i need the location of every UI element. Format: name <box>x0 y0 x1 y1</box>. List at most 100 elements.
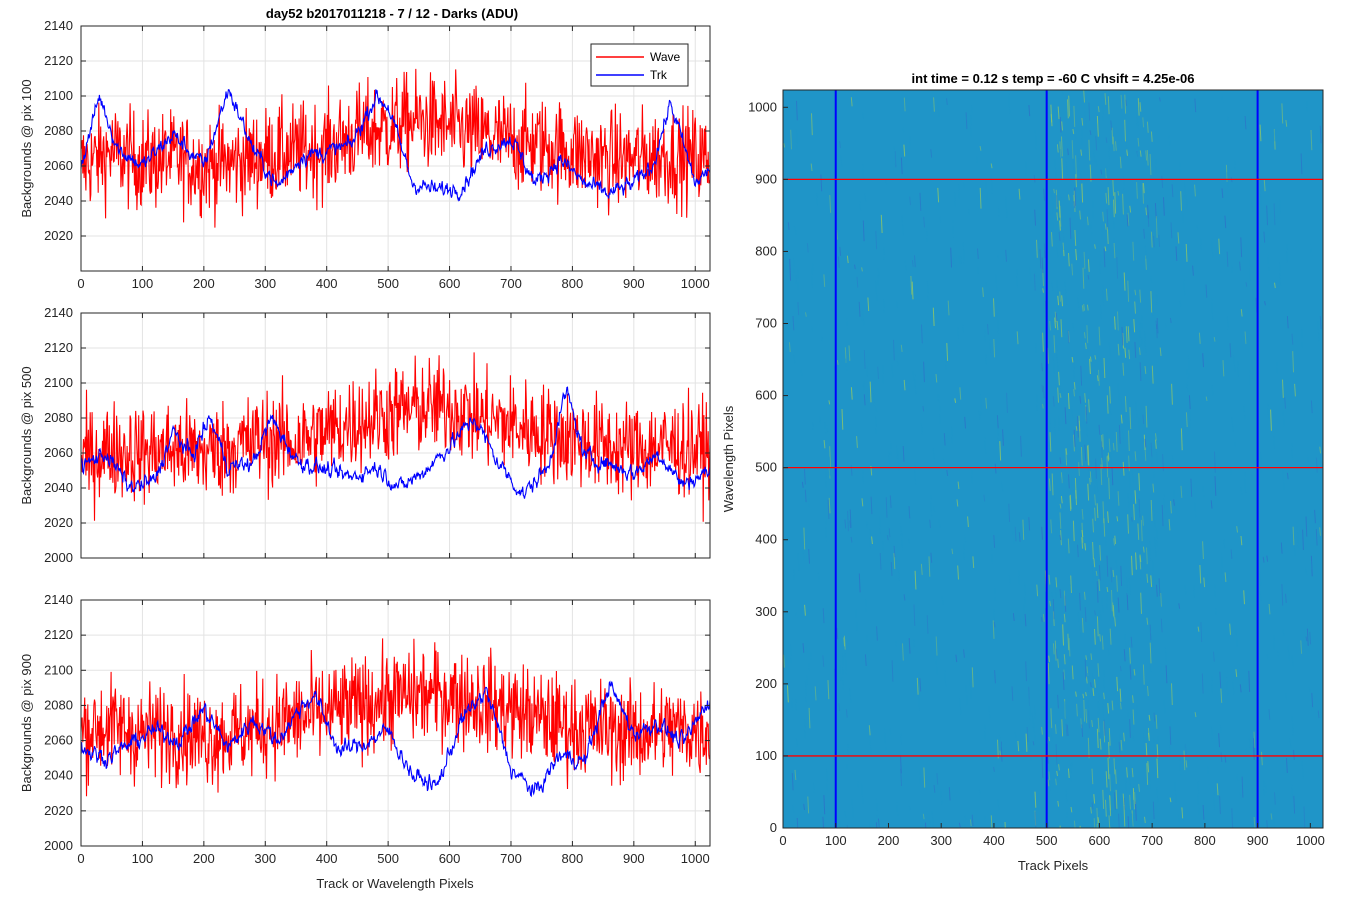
heatmap-streak <box>823 274 826 287</box>
heatmap-streak <box>1059 393 1062 398</box>
heatmap-streak <box>848 345 851 361</box>
heatmap-texture <box>783 90 1323 828</box>
heatmap-streak <box>1319 446 1322 454</box>
heatmap-streak <box>1291 333 1294 345</box>
heatmap-streak <box>931 810 934 828</box>
heatmap-streak <box>1090 653 1093 660</box>
heatmap-streak <box>1139 102 1142 112</box>
heatmap-streak <box>1053 335 1056 353</box>
heatmap-streak <box>1124 634 1127 649</box>
heatmap-streak <box>823 440 826 449</box>
heatmap-streak <box>859 200 862 211</box>
heatmap-streak <box>1063 669 1066 680</box>
heatmap-streak <box>816 193 818 206</box>
heatmap-streak <box>793 569 795 580</box>
heatmap-streak <box>1014 526 1017 542</box>
heatmap-streak <box>1267 403 1270 419</box>
heatmap-streak <box>1103 719 1106 736</box>
heatmap-streak <box>1106 227 1109 245</box>
heatmap-streak <box>808 548 810 564</box>
heatmap-streak <box>1121 428 1124 443</box>
heatmap-streak <box>1094 507 1096 521</box>
heatmap-streak <box>1075 155 1077 178</box>
heatmap-streak <box>1249 259 1251 281</box>
heatmap-streak <box>1143 228 1145 239</box>
heatmap-streak <box>1023 603 1025 625</box>
heatmap-streak <box>1086 426 1088 438</box>
heatmap-streak <box>959 697 962 715</box>
heatmap-streak <box>1102 789 1105 809</box>
heatmap-streak <box>1151 638 1154 649</box>
heatmap-streak <box>914 255 916 268</box>
heatmap-streak <box>1131 768 1134 778</box>
heatmap-streak <box>1281 103 1284 124</box>
heatmap-streak <box>1065 160 1068 175</box>
heatmap-streak <box>1142 414 1145 425</box>
heatmap-streak <box>1112 211 1115 230</box>
heatmap-streak <box>890 441 892 456</box>
heatmap-x-tick-label: 900 <box>1247 833 1269 848</box>
heatmap-streak <box>1005 249 1007 262</box>
x-tick-label: 1000 <box>681 851 710 866</box>
heatmap-streak <box>1161 175 1164 188</box>
heatmap-streak <box>1310 555 1313 577</box>
heatmap-streak <box>1131 469 1134 484</box>
heatmap-streak <box>1138 498 1141 518</box>
heatmap-streak <box>971 814 974 827</box>
heatmap-streak <box>999 441 1002 461</box>
heatmap-streak <box>970 115 972 137</box>
heatmap-streak <box>984 436 987 455</box>
heatmap-streak <box>1138 347 1141 355</box>
heatmap-streak <box>964 823 966 828</box>
heatmap-y-tick-label: 500 <box>755 460 777 475</box>
heatmap-streak <box>1123 272 1126 291</box>
heatmap-streak <box>1222 360 1225 377</box>
heatmap-streak <box>1004 821 1006 828</box>
heatmap-streak <box>1213 337 1216 342</box>
heatmap-streak <box>1123 732 1125 742</box>
heatmap-streak <box>1120 414 1123 424</box>
heatmap-streak <box>1251 199 1254 213</box>
x-tick-label: 100 <box>132 851 154 866</box>
heatmap-streak <box>993 339 996 358</box>
heatmap-streak <box>869 529 871 549</box>
heatmap-streak <box>1108 145 1110 159</box>
x-tick-label: 400 <box>316 276 338 291</box>
heatmap-streak <box>1058 371 1060 386</box>
heatmap-streak <box>1189 408 1191 429</box>
heatmap-streak <box>1207 766 1209 774</box>
heatmap-streak <box>1056 770 1058 777</box>
x-tick-label: 700 <box>500 851 522 866</box>
axes-box <box>80 312 711 559</box>
heatmap-streak <box>938 519 941 528</box>
heatmap-streak <box>1292 526 1295 546</box>
heatmap-x-tick-label: 700 <box>1141 833 1163 848</box>
heatmap-streak <box>808 498 810 508</box>
heatmap-streak <box>1305 516 1308 537</box>
heatmap-streak <box>990 174 993 194</box>
heatmap-streak <box>1097 717 1100 733</box>
heatmap-streak <box>887 527 890 543</box>
heatmap-streak <box>1106 586 1109 593</box>
heatmap-streak <box>876 626 878 641</box>
heatmap-streak <box>1142 546 1145 553</box>
heatmap-streak <box>1130 492 1133 510</box>
heatmap-streak <box>1005 195 1008 218</box>
heatmap-streak <box>1115 789 1118 809</box>
heatmap-streak <box>1301 761 1304 779</box>
heatmap-streak <box>1118 511 1120 522</box>
heatmap-streak <box>957 481 960 490</box>
heatmap-streak <box>1307 455 1310 463</box>
heatmap-streak <box>875 230 878 250</box>
heatmap-streak <box>850 97 853 107</box>
heatmap-streak <box>1110 120 1113 131</box>
heatmap-streak <box>979 187 982 209</box>
heatmap-streak <box>839 660 842 681</box>
heatmap-streak <box>787 222 790 230</box>
heatmap-streak <box>811 326 814 332</box>
heatmap-streak <box>994 463 997 474</box>
heatmap-streak <box>1111 700 1114 711</box>
heatmap-streak <box>979 146 982 151</box>
heatmap-streak <box>1084 393 1086 403</box>
heatmap-streak <box>1081 509 1084 520</box>
